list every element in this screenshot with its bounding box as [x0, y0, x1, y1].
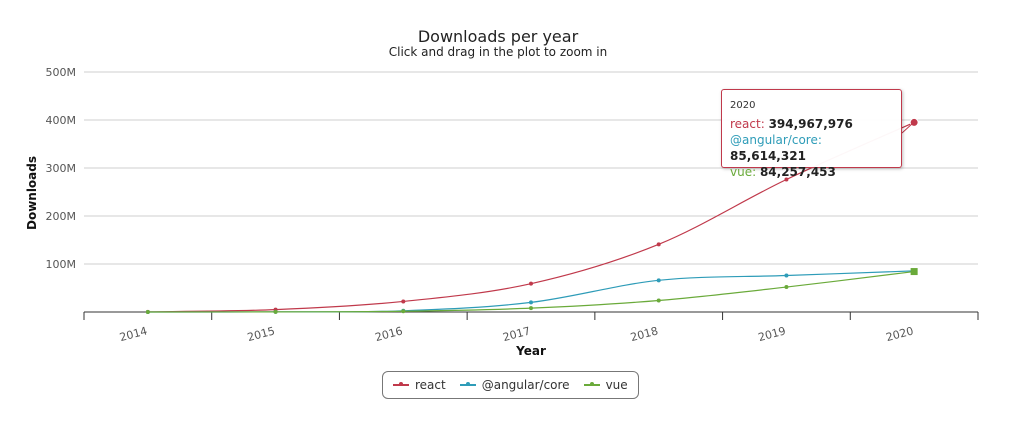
tooltip-row-angular: @angular/core: 85,614,321 — [730, 133, 822, 163]
x-tick-label: 2019 — [757, 324, 787, 344]
tooltip-value: 85,614,321 — [730, 149, 806, 163]
data-point[interactable] — [529, 300, 533, 305]
data-tooltip: 2020 react: 394,967,976 @angular/core: 8… — [721, 89, 902, 179]
tooltip-series-name: react — [730, 117, 761, 131]
data-point[interactable] — [529, 306, 533, 311]
x-tick-label: 2015 — [246, 324, 276, 344]
data-point[interactable] — [656, 298, 661, 303]
tooltip-value: 394,967,976 — [768, 117, 853, 131]
x-tick-label: 2016 — [374, 324, 404, 344]
legend-label: vue — [605, 378, 628, 392]
legend-item-react[interactable]: react — [393, 378, 446, 392]
x-tick-label: 2020 — [885, 324, 915, 344]
data-point[interactable] — [909, 117, 919, 127]
y-tick-label: 200M — [46, 210, 77, 223]
y-tick-label: 300M — [46, 162, 77, 175]
y-tick-label: 500M — [46, 66, 77, 79]
x-axis-title: Year — [515, 344, 546, 358]
line-marker-icon — [459, 381, 476, 389]
tooltip-series-name: vue — [730, 165, 753, 179]
data-point[interactable] — [273, 309, 278, 314]
series-line-angular-core — [147, 270, 915, 313]
data-point[interactable] — [784, 177, 789, 182]
data-point[interactable] — [656, 242, 661, 247]
data-point[interactable] — [910, 268, 918, 276]
legend-item-angular[interactable]: @angular/core — [459, 378, 570, 392]
chart-title: Downloads per year — [418, 27, 579, 46]
legend-label: react — [415, 378, 446, 392]
tooltip-value: 84,257,453 — [759, 165, 836, 179]
y-axis-title: Downloads — [25, 156, 39, 230]
x-tick-label: 2017 — [501, 324, 531, 344]
x-tick-label: 2014 — [118, 324, 148, 344]
series-vue — [145, 268, 918, 314]
tooltip-connector — [901, 122, 914, 134]
data-point[interactable] — [784, 285, 789, 290]
series-lines — [145, 117, 919, 314]
line-marker-icon — [583, 381, 600, 389]
y-axis-ticks: 100M 200M 300M 400M 500M — [46, 66, 77, 271]
line-marker-icon — [393, 381, 409, 389]
data-point[interactable] — [529, 281, 533, 286]
tooltip-row-react: react: 394,967,976 — [730, 117, 853, 131]
data-point[interactable] — [784, 273, 789, 278]
chart-legend: react @angular/core vue — [382, 371, 639, 399]
tooltip-row-vue: vue: 84,257,453 — [730, 165, 836, 179]
x-axis: 2014 2015 2016 2017 2018 2019 2020 — [83, 311, 979, 344]
data-point[interactable] — [401, 299, 406, 304]
series-line-vue — [147, 270, 915, 313]
legend-label: @angular/core — [481, 378, 570, 392]
data-point[interactable] — [401, 309, 406, 314]
y-tick-label: 400M — [46, 114, 77, 127]
x-tick-label: 2018 — [629, 324, 659, 344]
chart-subtitle: Click and drag in the plot to zoom in — [389, 45, 608, 59]
data-point[interactable] — [145, 310, 150, 314]
tooltip-series-name: @angular/core — [730, 133, 818, 147]
legend-item-vue[interactable]: vue — [583, 378, 628, 392]
data-point[interactable] — [656, 278, 661, 283]
y-tick-label: 100M — [46, 258, 77, 271]
tooltip-header: 2020 — [730, 100, 756, 111]
